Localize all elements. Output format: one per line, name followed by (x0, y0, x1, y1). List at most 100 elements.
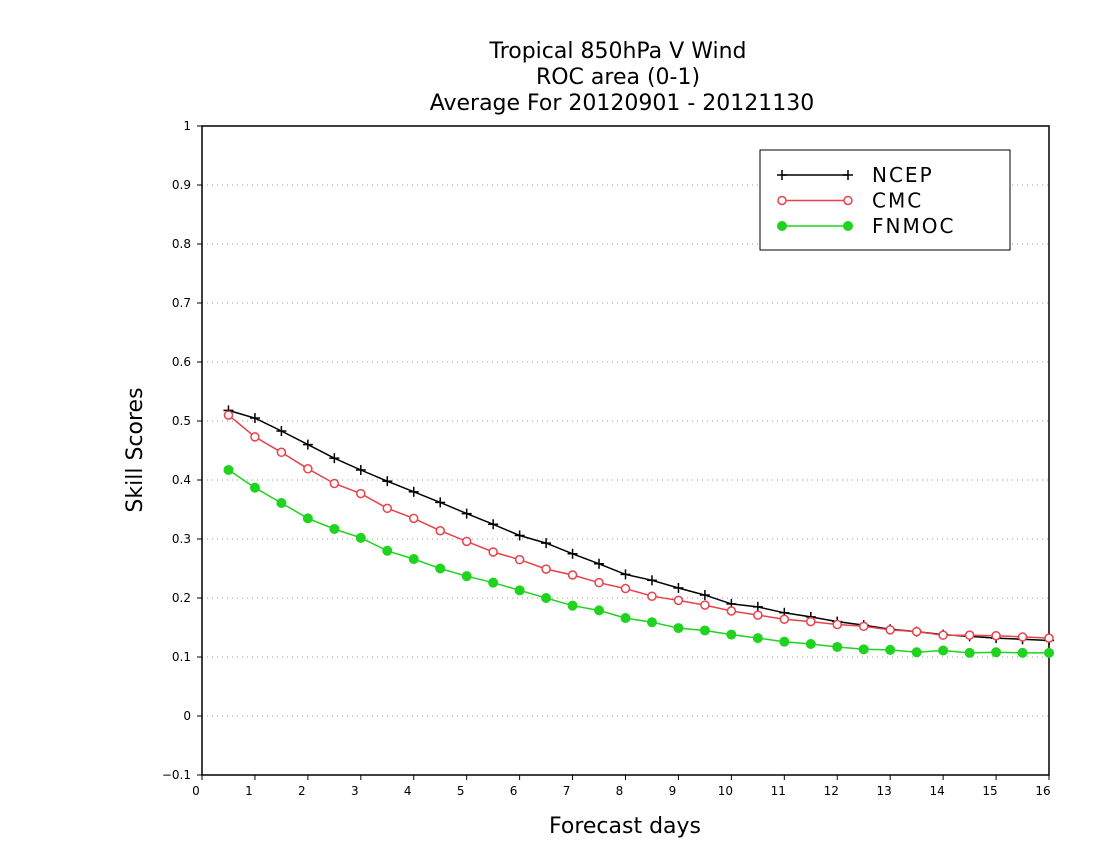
x-axis-label: Forecast days (549, 814, 701, 839)
data-point-ncep (249, 413, 260, 424)
data-point-fnmoc (514, 585, 525, 596)
series-line-fnmoc (228, 469, 1049, 654)
y-tick-label: 1 (183, 119, 191, 133)
data-point-ncep (408, 486, 419, 497)
title-line-3: Average For 20120901 - 20121130 (430, 91, 815, 116)
data-point-cmc (726, 606, 737, 616)
data-point-cmc (938, 630, 948, 640)
y-tick-label: 0.3 (172, 532, 191, 546)
data-point-fnmoc (355, 532, 366, 543)
data-point-fnmoc (223, 464, 234, 475)
data-point-fnmoc (832, 641, 843, 652)
data-point-ncep (382, 476, 393, 487)
data-point-fnmoc (276, 498, 287, 509)
data-point-fnmoc (594, 605, 605, 616)
data-point-cmc (250, 432, 260, 442)
data-point-ncep (302, 439, 313, 450)
data-point-fnmoc (911, 647, 922, 658)
x-tick-label: 14 (929, 784, 944, 798)
data-point-fnmoc (461, 571, 472, 582)
data-point-cmc (647, 591, 657, 601)
data-point-cmc (1017, 632, 1028, 642)
chart-title: Tropical 850hPa V Wind ROC area (0-1) Av… (430, 39, 815, 116)
series-cmc (223, 410, 1054, 643)
legend-marker-ncep (777, 170, 787, 180)
data-point-ncep (488, 519, 499, 530)
title-line-2: ROC area (0-1) (536, 65, 700, 90)
data-point-ncep (541, 538, 552, 549)
data-point-fnmoc (752, 633, 763, 644)
data-point-cmc (753, 610, 763, 620)
data-point-cmc (382, 503, 393, 514)
data-point-ncep (646, 575, 657, 586)
legend-marker-cmc (777, 195, 787, 206)
data-point-ncep (594, 558, 605, 569)
data-point-cmc (409, 513, 419, 524)
data-point-cmc (329, 478, 340, 489)
data-point-fnmoc (620, 613, 631, 624)
data-point-fnmoc (249, 482, 260, 493)
legend-item-fnmoc: FNMOC (777, 214, 953, 238)
data-point-fnmoc (964, 647, 975, 658)
series-line-ncep (228, 409, 1050, 642)
series (223, 405, 1054, 658)
legend-item-ncep: NCEP (777, 163, 934, 187)
data-point-ncep (514, 530, 525, 541)
data-point-ncep (435, 497, 446, 508)
data-point-cmc (356, 488, 366, 499)
data-point-cmc (806, 616, 816, 627)
data-point-cmc (779, 614, 790, 624)
y-tick-label: 0.1 (172, 650, 191, 664)
data-point-cmc (991, 631, 1001, 641)
series-line-cmc (228, 414, 1050, 639)
data-point-cmc (673, 595, 684, 606)
data-point-fnmoc (858, 644, 869, 655)
data-point-cmc (514, 554, 525, 565)
data-point-fnmoc (302, 513, 313, 524)
data-point-fnmoc (646, 617, 657, 628)
x-tick-label: 8 (616, 784, 624, 798)
data-point-cmc (858, 621, 869, 632)
series-fnmoc (223, 464, 1054, 658)
data-point-fnmoc (541, 593, 552, 603)
data-point-ncep (276, 426, 287, 437)
data-point-ncep (699, 590, 710, 601)
legend-marker-fnmoc (777, 221, 787, 231)
data-point-fnmoc (699, 625, 710, 636)
y-tick-label: 0.8 (172, 237, 191, 251)
axis-ticks: −0.100.10.20.30.40.50.60.70.80.910 1 2 3 4 5 6… (162, 119, 1051, 798)
x-tick-label: 4 (404, 784, 412, 798)
x-tick-label: 9 (669, 784, 677, 798)
title-line-1: Tropical 850hPa V Wind (488, 39, 746, 64)
series-ncep (223, 405, 1054, 646)
data-point-fnmoc (1044, 647, 1054, 658)
legend-marker-cmc (843, 195, 853, 206)
data-point-ncep (620, 569, 631, 580)
y-tick-label: 0 (183, 709, 191, 723)
grid (202, 184, 1049, 717)
legend-marker-ncep (843, 170, 853, 180)
data-point-cmc (594, 577, 604, 588)
data-point-cmc (223, 410, 234, 420)
y-tick-label: 0.6 (172, 355, 191, 369)
y-tick-label: 0.4 (172, 473, 191, 487)
data-point-ncep (329, 453, 340, 464)
data-point-ncep (567, 548, 578, 559)
x-tick-label: 1 (245, 784, 253, 798)
data-point-fnmoc (1017, 647, 1028, 658)
data-point-fnmoc (805, 639, 816, 650)
legend-item-cmc: CMC (777, 189, 923, 213)
legend-label-cmc: CMC (872, 189, 923, 213)
x-tick-label: 3 (351, 784, 359, 798)
data-point-fnmoc (885, 644, 896, 655)
legend-label-ncep: NCEP (872, 163, 934, 187)
x-tick-label: 7 (563, 784, 571, 798)
data-point-fnmoc (779, 636, 790, 647)
x-tick-label: 13 (877, 784, 892, 798)
legend-marker-fnmoc (843, 221, 853, 231)
x-tick-label: 2 (298, 784, 306, 798)
data-point-ncep (461, 508, 472, 519)
data-point-fnmoc (329, 523, 340, 534)
data-point-cmc (700, 600, 710, 610)
data-point-cmc (567, 570, 578, 580)
